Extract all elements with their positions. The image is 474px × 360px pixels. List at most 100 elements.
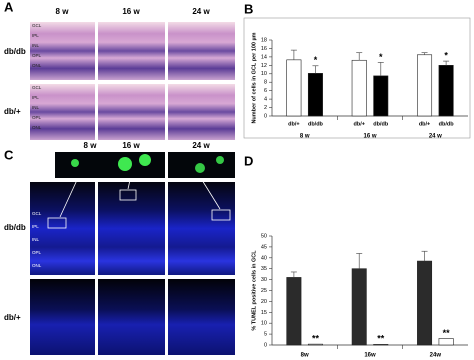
bar-label: db/db xyxy=(439,121,455,127)
histology-image xyxy=(168,22,235,80)
layer-label: GCL xyxy=(32,23,42,28)
fluorescence-image xyxy=(30,279,95,355)
group-label: 8 w xyxy=(300,134,310,140)
y-tick-label: 20 xyxy=(261,299,267,305)
row-label: db/db xyxy=(4,223,26,232)
y-tick-label: 40 xyxy=(261,255,267,261)
y-tick-label: 35 xyxy=(261,266,267,272)
bar-label: db/+ xyxy=(288,121,299,127)
bar xyxy=(438,65,454,117)
layer-label: OPL xyxy=(32,115,42,120)
y-tick-label: 50 xyxy=(261,233,267,239)
column-label: 8 w xyxy=(56,7,70,16)
layer-label: ONL xyxy=(32,125,42,130)
bar xyxy=(373,344,389,346)
fluorescence-image xyxy=(98,182,165,275)
group-label: 24w xyxy=(430,353,442,359)
bar xyxy=(417,260,433,346)
tunel-spot xyxy=(118,157,132,171)
panel-a: A 8 w 16 w 24 w db/db db/+ xyxy=(4,0,235,140)
group-label: 16 w xyxy=(363,134,376,140)
chart-frame xyxy=(243,17,471,139)
y-axis-title: Number of cells in GCL per 100 µm xyxy=(251,32,257,123)
row-label: db/+ xyxy=(4,107,21,116)
layer-label: IPL xyxy=(32,33,39,38)
y-tick-label: 10 xyxy=(261,321,267,327)
panel-label: A xyxy=(4,0,14,14)
column-label: 8 w xyxy=(84,141,98,150)
y-tick-label: 25 xyxy=(261,288,267,294)
layer-label: INL xyxy=(32,43,40,48)
histology-image xyxy=(168,84,235,140)
layer-label: INL xyxy=(32,237,40,242)
layer-label: ONL xyxy=(32,263,42,268)
layer-label: GCL xyxy=(32,211,42,216)
panel-label: B xyxy=(244,1,253,16)
y-tick-label: 0 xyxy=(264,342,267,348)
bar xyxy=(351,59,367,117)
column-label: 16 w xyxy=(122,141,140,150)
y-tick-label: 45 xyxy=(261,244,267,250)
y-tick-label: 2 xyxy=(264,105,267,111)
arrow xyxy=(127,179,131,190)
significance-marker: * xyxy=(314,55,318,65)
row-label: db/db xyxy=(4,47,26,56)
zoom-box xyxy=(47,217,67,229)
arrow xyxy=(59,179,78,218)
layer-label: IPL xyxy=(32,224,39,229)
fluorescence-image xyxy=(168,182,235,275)
bar xyxy=(286,59,302,117)
y-tick-label: 16 xyxy=(261,46,267,52)
significance-marker: ** xyxy=(443,328,451,338)
bar xyxy=(286,277,302,346)
fluorescence-image xyxy=(30,182,95,275)
group-label: 8w xyxy=(301,353,309,359)
tunel-spot xyxy=(195,163,205,173)
row-label: db/+ xyxy=(4,313,21,322)
y-tick-label: 5 xyxy=(264,332,267,338)
y-tick-label: 8 xyxy=(264,80,267,86)
group-label: 16w xyxy=(364,353,376,359)
significance-marker: ** xyxy=(377,334,385,344)
group-label: 24 w xyxy=(429,134,442,140)
histology-image xyxy=(30,84,95,140)
bar xyxy=(351,268,367,346)
layer-label: OPL xyxy=(32,250,42,255)
y-tick-label: 15 xyxy=(261,310,267,316)
significance-marker: * xyxy=(379,52,383,62)
tunel-spot xyxy=(71,159,79,167)
panel-c: C 8 w 16 w 24 w db/db db/+ xyxy=(4,141,235,355)
bar xyxy=(438,338,454,346)
zoom-box xyxy=(211,209,231,221)
zoom-box xyxy=(119,189,137,201)
fluorescence-image xyxy=(168,279,235,355)
layer-label: GCL xyxy=(32,85,42,90)
y-tick-label: 18 xyxy=(261,37,267,43)
bar-label: db/db xyxy=(308,121,324,127)
y-tick-label: 6 xyxy=(264,88,267,94)
panel-label: D xyxy=(244,153,253,168)
bar-label: db/db xyxy=(373,121,389,127)
histology-image xyxy=(98,84,165,140)
bar xyxy=(307,73,323,117)
histology-image xyxy=(30,22,95,80)
y-tick-label: 30 xyxy=(261,277,267,283)
column-label: 24 w xyxy=(192,7,210,16)
bar-label: db/+ xyxy=(419,121,430,127)
layer-label: INL xyxy=(32,105,40,110)
y-tick-label: 4 xyxy=(264,97,267,103)
significance-marker: * xyxy=(444,50,448,60)
y-tick-label: 12 xyxy=(261,63,267,69)
significance-marker: ** xyxy=(312,334,320,344)
bar xyxy=(373,75,389,117)
layer-label: IPL xyxy=(32,95,39,100)
panel-label: C xyxy=(4,147,14,162)
column-label: 16 w xyxy=(122,7,140,16)
tunel-spot xyxy=(216,156,224,164)
y-tick-label: 10 xyxy=(261,71,267,77)
bar xyxy=(417,54,433,117)
bar-label: db/+ xyxy=(353,121,364,127)
y-axis-title: % TUNEL positive cells in GCL xyxy=(251,250,257,331)
arrow xyxy=(201,179,221,210)
